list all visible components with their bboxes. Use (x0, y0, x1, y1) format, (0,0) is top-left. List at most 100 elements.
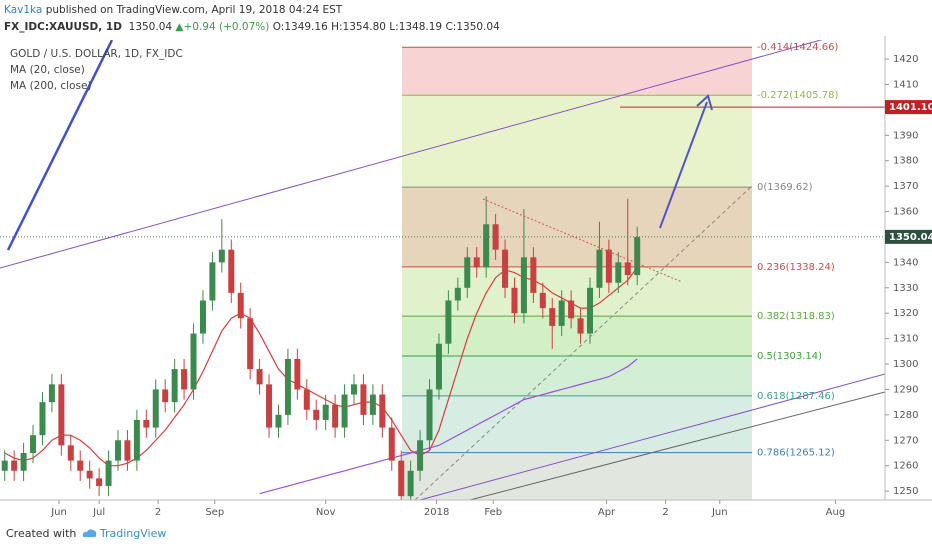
x-tick-label: 2 (155, 507, 161, 518)
x-tick-label: Sep (205, 507, 224, 518)
candle-body (284, 358, 291, 415)
candle-body (199, 300, 206, 334)
fib-label: 0(1369.62) (757, 182, 813, 193)
candle-body (266, 384, 273, 428)
c-label: C: (445, 21, 457, 33)
candle-body (332, 404, 339, 428)
candle-body (58, 384, 65, 446)
candle-body (605, 249, 612, 283)
h-label: H: (331, 21, 343, 33)
x-tick-label: Aug (826, 507, 846, 518)
candle-body (152, 389, 159, 428)
published: published on TradingView.com, April 19, … (45, 4, 343, 16)
fib-label: 0.786(1265.12) (757, 448, 835, 459)
y-tick-label: 1330 (893, 283, 918, 294)
candle-body (247, 318, 254, 370)
last-price-label: 1350.04 (889, 232, 932, 243)
candle-body (520, 257, 527, 314)
candle-body (256, 369, 263, 385)
candle-body (549, 308, 556, 326)
y-tick-label: 1300 (893, 359, 918, 370)
x-tick-label: Apr (598, 507, 616, 518)
x-tick-label: Jul (92, 507, 105, 518)
x-tick-label: Nov (316, 507, 336, 518)
header-line2: FX_IDC:XAUUSD, 1D 1350.04 ▲+0.94 (+0.07%… (4, 19, 500, 36)
candle-body (20, 452, 27, 471)
y-tick-label: 1290 (893, 384, 918, 395)
candle-body (143, 419, 150, 428)
candle-body (426, 389, 433, 441)
drawings (0, 40, 885, 500)
y-tick-label: 1380 (893, 156, 918, 167)
fib-band (402, 187, 752, 267)
o-value: 1349.16 (284, 21, 328, 33)
fib-band (402, 395, 752, 453)
fib-label: 0.382(1318.83) (757, 311, 835, 322)
legend-symbol: GOLD / U.S. DOLLAR, 1D, FX_IDC (10, 48, 183, 60)
legend-ma20: MA (20, close) (10, 64, 85, 76)
candle-body (181, 369, 188, 390)
chart: GOLD / U.S. DOLLAR, 1D, FX_IDC MA (20, c… (0, 36, 932, 518)
symbol: FX_IDC:XAUUSD, 1D (4, 21, 122, 33)
y-tick-label: 1360 (893, 207, 918, 218)
candle-body (369, 394, 376, 415)
candle-body (464, 257, 471, 288)
candle-body (96, 478, 103, 487)
last-price-tag (885, 229, 932, 244)
x-tick-label: 2 (662, 507, 668, 518)
candle-body (162, 389, 169, 403)
y-tick-label: 1420 (893, 54, 918, 65)
created-with: Created with (6, 527, 77, 540)
candle-body (237, 292, 244, 319)
fib-label: -0.414(1424.66) (757, 42, 838, 53)
y-tick-label: 1390 (893, 130, 918, 141)
candle-body (294, 358, 301, 390)
candle-body (275, 414, 282, 428)
c-value: 1350.04 (456, 21, 500, 33)
legend-ma200: MA (200, close) (10, 80, 92, 92)
o-label: O: (272, 21, 285, 33)
arrow-head (696, 94, 713, 111)
y-tick-label: 1340 (893, 257, 918, 268)
y-tick-label: 1310 (893, 334, 918, 345)
fib-band (402, 47, 752, 96)
gray-trendline (469, 391, 885, 500)
candle-body (417, 440, 424, 471)
candle-body (360, 384, 367, 415)
candle-body (124, 440, 131, 461)
candle-body (483, 224, 490, 268)
fib-label: -0.272(1405.78) (757, 90, 838, 101)
candle-body (1, 460, 8, 471)
fib-label: 0.5(1303.14) (757, 351, 822, 362)
candle-body (445, 300, 452, 344)
candle-body (351, 384, 357, 395)
candle-body (624, 262, 631, 276)
candle-body (530, 257, 537, 293)
candle-body (133, 419, 140, 461)
channel-lower (419, 373, 885, 500)
candle-body (39, 402, 46, 436)
y-tick-label: 1370 (893, 181, 918, 192)
header: Kav1ka published on TradingView.com, Apr… (4, 2, 500, 36)
target-tag (885, 100, 932, 115)
y-tick-label: 1280 (893, 410, 918, 421)
candle-body (511, 287, 518, 314)
channel-upper (0, 40, 823, 269)
candle-body (115, 440, 121, 461)
author[interactable]: Kav1ka (4, 4, 43, 16)
tradingview[interactable]: TradingView (99, 527, 167, 540)
fib-label: 0.236(1338.24) (757, 262, 835, 273)
fib-label: 0.618(1287.46) (757, 391, 835, 402)
ma-line (259, 358, 638, 495)
y-tick-label: 1250 (893, 486, 918, 497)
candle-body (303, 389, 310, 410)
header-line1: Kav1ka published on TradingView.com, Apr… (4, 2, 500, 19)
candle-body (407, 470, 414, 497)
candle-body (171, 369, 178, 403)
candle-body (11, 460, 18, 471)
candle-body (435, 343, 442, 390)
candle-body (568, 300, 575, 319)
candle-body (86, 470, 93, 479)
fib-band (402, 316, 752, 357)
